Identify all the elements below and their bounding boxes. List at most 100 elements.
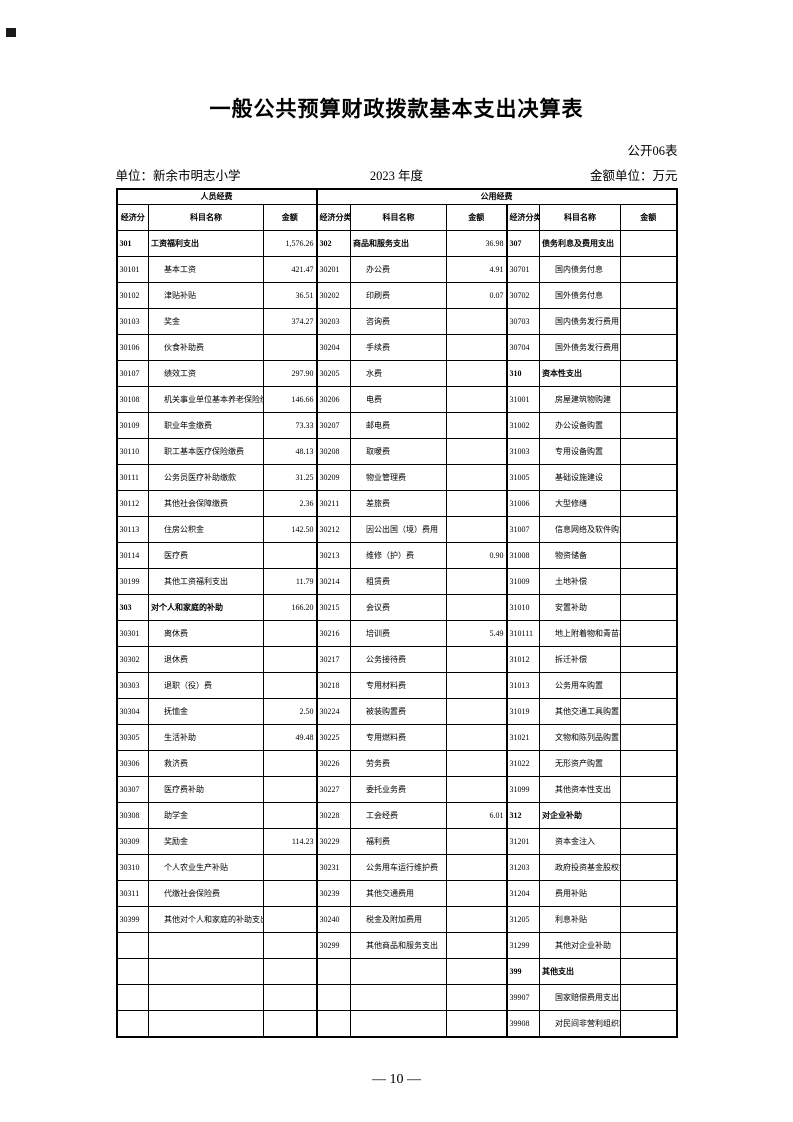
- table-row: 30113 住房公积金 142.50 30212 因公出国（境）费用 31007…: [116, 516, 678, 543]
- amount-cell: [446, 698, 508, 725]
- subject-name-cell: 其他支出: [539, 958, 622, 985]
- econ-code-cell: 30701: [505, 256, 541, 283]
- subject-name-cell: 债务利息及费用支出: [539, 230, 622, 257]
- table-row: 30305 生活补助 49.48 30225 专用燃料费 31021 文物和陈列…: [116, 724, 678, 751]
- amount-cell: [620, 542, 678, 569]
- subject-name-cell: 物业管理费: [350, 464, 448, 491]
- amount-cell: [620, 516, 678, 543]
- subject-name-cell: 差旅费: [350, 490, 448, 517]
- amount-cell: [620, 984, 678, 1011]
- subject-name-cell: 绩效工资: [148, 360, 264, 387]
- amount-cell: [446, 906, 508, 933]
- subject-name-cell: 其他交通工具购置: [539, 698, 622, 725]
- col-header-subject-2: 科目名称: [350, 204, 448, 231]
- col-header-econ-class-2: 经济分类: [315, 204, 352, 231]
- econ-code-cell: 30305: [116, 724, 149, 751]
- table-row: 39907 国家赔偿费用支出: [116, 984, 678, 1011]
- econ-code-cell: 310111: [505, 620, 541, 647]
- group-header-row: 人员经费 公用经费: [115, 188, 678, 205]
- subject-name-cell: 其他交通费用: [350, 880, 448, 907]
- subject-name-cell: 伙食补助费: [148, 334, 264, 361]
- subject-name-cell: 商品和服务支出: [350, 230, 448, 257]
- amount-cell: [620, 958, 678, 985]
- amount-cell: [446, 490, 508, 517]
- subject-name-cell: 办公费: [350, 256, 448, 283]
- econ-code-cell: 30702: [505, 282, 541, 309]
- year-label: 2023 年度: [369, 169, 424, 183]
- amount-cell: 11.79: [262, 568, 318, 595]
- amount-cell: [620, 776, 678, 803]
- econ-code-cell: 30204: [315, 334, 352, 361]
- subject-name-cell: 拆迁补偿: [539, 646, 622, 673]
- econ-code-cell: 31022: [505, 750, 541, 777]
- amount-cell: [620, 906, 678, 933]
- group-header-public: 公用经费: [315, 188, 678, 205]
- subject-name-cell: 医疗费: [148, 542, 264, 569]
- amount-cell: [620, 802, 678, 829]
- amount-cell: [620, 932, 678, 959]
- amount-cell: [620, 438, 678, 465]
- subject-name-cell: 大型修缮: [539, 490, 622, 517]
- amount-cell: [446, 438, 508, 465]
- econ-code-cell: 30112: [116, 490, 149, 517]
- econ-code-cell: 30111: [116, 464, 149, 491]
- table-label: 公开06表: [627, 144, 678, 158]
- col-header-econ-class-1: 经济分: [116, 204, 149, 231]
- amount-cell: 36.98: [446, 230, 508, 257]
- econ-code-cell: 31012: [505, 646, 541, 673]
- amount-cell: [446, 646, 508, 673]
- col-header-amount-2: 金额: [446, 204, 508, 231]
- econ-code-cell: 307: [505, 230, 541, 257]
- econ-code-cell: [116, 984, 149, 1011]
- amount-cell: [262, 854, 318, 881]
- amount-cell: 6.01: [446, 802, 508, 829]
- subject-name-cell: 其他工资福利支出: [148, 568, 264, 595]
- amount-cell: [446, 672, 508, 699]
- table-row: 30109 职业年金缴费 73.33 30207 邮电费 31002 办公设备购…: [116, 412, 678, 439]
- amount-cell: [262, 1010, 318, 1037]
- amount-cell: [620, 828, 678, 855]
- econ-code-cell: 30227: [315, 776, 352, 803]
- amount-cell: [446, 828, 508, 855]
- col-header-econ-class-3: 经济分类: [505, 204, 541, 231]
- amount-cell: [620, 282, 678, 309]
- table-row: 30306 救济费 30226 劳务费 31022 无形资产购置: [116, 750, 678, 777]
- subject-name-cell: 会议费: [350, 594, 448, 621]
- subject-name-cell: 对个人和家庭的补助: [148, 594, 264, 621]
- subject-name-cell: 无形资产购置: [539, 750, 622, 777]
- table-row: 30101 基本工资 421.47 30201 办公费 4.91 30701 国…: [116, 256, 678, 283]
- amount-cell: [620, 646, 678, 673]
- econ-code-cell: 30307: [116, 776, 149, 803]
- subject-name-cell: 信息网络及软件购置更新: [539, 516, 622, 543]
- subject-name-cell: 办公设备购置: [539, 412, 622, 439]
- econ-code-cell: [116, 932, 149, 959]
- amount-cell: 5.49: [446, 620, 508, 647]
- subject-name-cell: 国内债务付息: [539, 256, 622, 283]
- info-row: 单位：新余市明志小学 2023 年度 金额单位：万元: [116, 165, 678, 188]
- amount-cell: [620, 750, 678, 777]
- econ-code-cell: 30302: [116, 646, 149, 673]
- econ-code-cell: 399: [505, 958, 541, 985]
- econ-code-cell: 30101: [116, 256, 149, 283]
- econ-code-cell: 30226: [315, 750, 352, 777]
- amount-cell: [446, 568, 508, 595]
- subject-name-cell: 生活补助: [148, 724, 264, 751]
- amount-cell: [446, 854, 508, 881]
- subject-name-cell: 国外债务付息: [539, 282, 622, 309]
- econ-code-cell: 30228: [315, 802, 352, 829]
- amount-cell: [262, 932, 318, 959]
- econ-code-cell: 30231: [315, 854, 352, 881]
- subject-name-cell: 代缴社会保险费: [148, 880, 264, 907]
- amount-cell: [446, 464, 508, 491]
- econ-code-cell: 31001: [505, 386, 541, 413]
- econ-code-cell: 30309: [116, 828, 149, 855]
- amount-cell: [620, 854, 678, 881]
- subject-name-cell: 住房公积金: [148, 516, 264, 543]
- econ-code-cell: 30207: [315, 412, 352, 439]
- econ-code-cell: 31005: [505, 464, 541, 491]
- col-header-subject-3: 科目名称: [539, 204, 622, 231]
- econ-code-cell: 30205: [315, 360, 352, 387]
- subject-name-cell: 房屋建筑物购建: [539, 386, 622, 413]
- table-row: 30107 绩效工资 297.90 30205 水费 310 资本性支出: [116, 360, 678, 387]
- econ-code-cell: [315, 958, 352, 985]
